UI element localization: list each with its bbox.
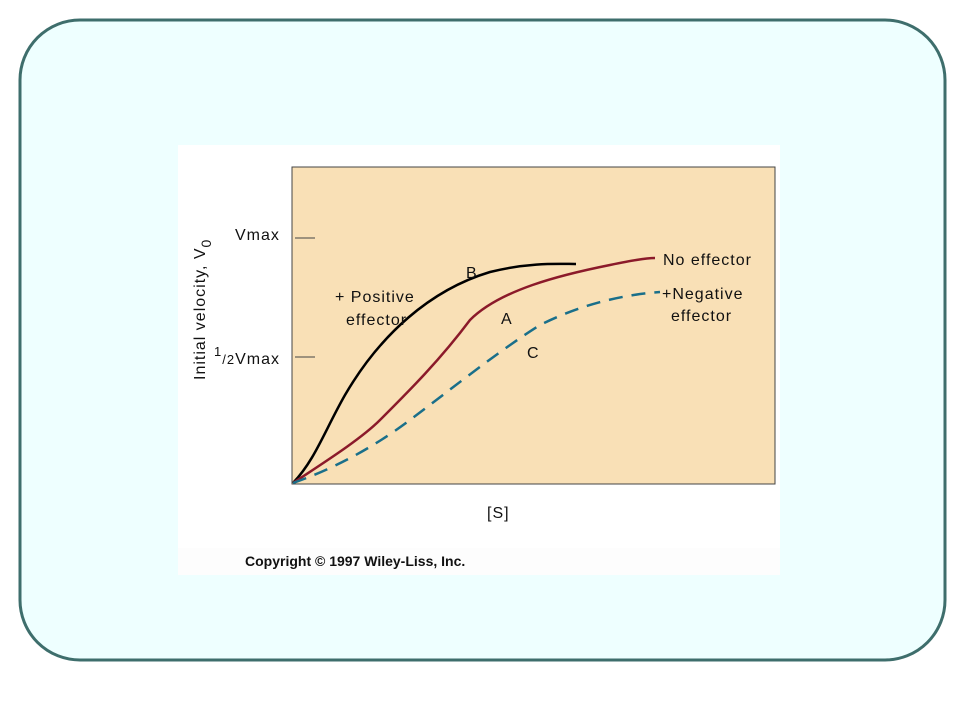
curve-c-label: +Negative: [662, 286, 744, 303]
caption-strip: [178, 548, 780, 575]
vmax-label: Vmax: [235, 227, 280, 244]
copyright: Copyright © 1997 Wiley-Liss, Inc.: [245, 553, 465, 569]
y-label-sub: 0: [198, 239, 214, 248]
curve-a-letter: A: [501, 311, 513, 328]
plot-area: [291, 166, 776, 485]
curve-b: [292, 262, 577, 484]
denominator: /2: [222, 352, 235, 367]
x-axis-label: [S]: [487, 505, 510, 522]
curve-b-label: + Positive: [335, 289, 415, 306]
curve-c-letter: C: [527, 345, 540, 362]
max: max: [247, 351, 280, 368]
curve-a-label: No effector: [663, 252, 752, 269]
curve-b-label: effector: [346, 312, 407, 329]
half-vmax-label: 1/2Vmax: [214, 344, 280, 368]
curve-a: [292, 256, 656, 485]
v: V: [235, 351, 247, 368]
curve-c-label: effector: [671, 308, 732, 325]
curve-c: [292, 290, 661, 485]
y-label-main: Initial velocity, V: [192, 247, 209, 380]
y-axis-label: Initial velocity, V0: [192, 239, 214, 380]
numerator: 1: [214, 344, 222, 359]
curve-b-letter: B: [466, 265, 478, 282]
